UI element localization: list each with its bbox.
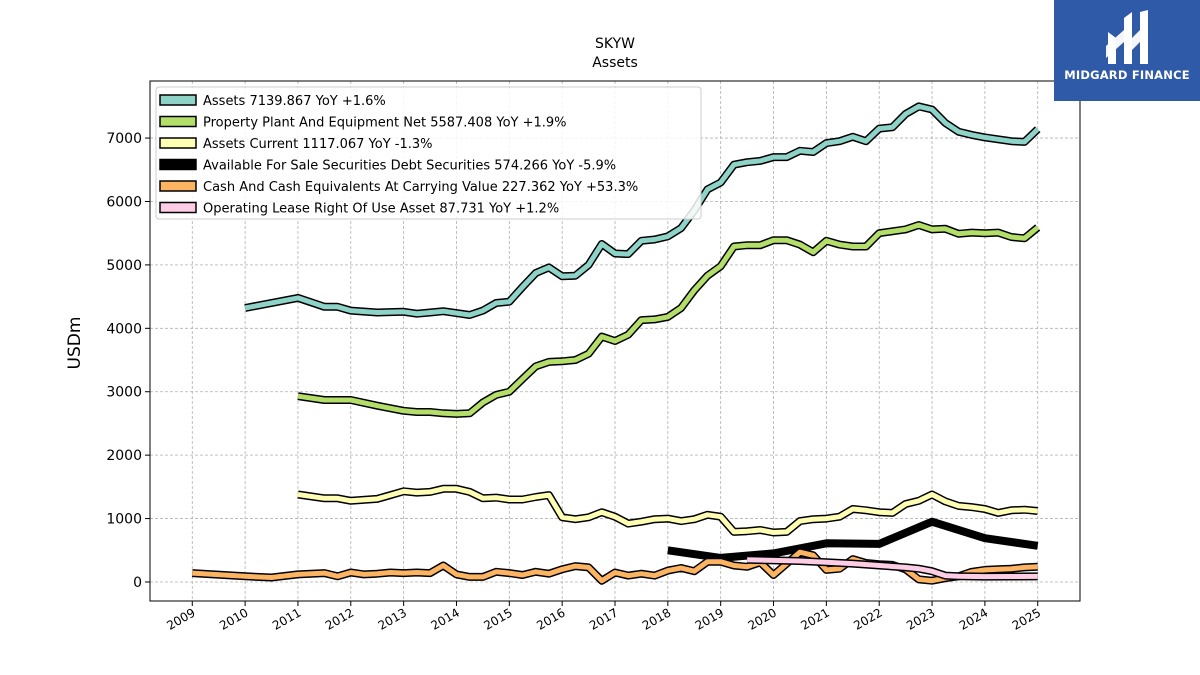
legend-swatch bbox=[159, 115, 197, 128]
x-tick-label: 2014 bbox=[429, 605, 462, 632]
y-tick-label: 1000 bbox=[106, 512, 142, 528]
x-tick-label: 2018 bbox=[640, 605, 673, 632]
legend-entry: Property Plant And Equipment Net 5587.40… bbox=[203, 116, 567, 131]
x-tick-label: 2022 bbox=[851, 605, 884, 632]
legend-swatch bbox=[159, 94, 197, 106]
y-tick-label: 5000 bbox=[106, 258, 142, 274]
y-tick-label: 3000 bbox=[106, 385, 142, 401]
legend-entry: Assets 7139.867 YoY +1.6% bbox=[203, 94, 386, 109]
x-tick-label: 2025 bbox=[1010, 605, 1043, 632]
x-axis: 2009 2010 2011 2012 2013 2014 2015 2016 2017 2018… bbox=[164, 601, 1043, 633]
legend-swatch bbox=[159, 180, 197, 192]
midgard-logo-icon bbox=[1106, 10, 1148, 64]
series-line bbox=[192, 549, 1038, 584]
legend-swatch bbox=[159, 201, 197, 214]
x-tick-label: 2010 bbox=[217, 605, 250, 632]
x-tick-label: 2020 bbox=[746, 605, 779, 632]
x-tick-label: 2013 bbox=[376, 605, 409, 632]
legend-swatch bbox=[159, 158, 197, 171]
x-tick-label: 2017 bbox=[587, 605, 620, 632]
x-tick-label: 2016 bbox=[534, 605, 567, 632]
legend-entry: Assets Current 1117.067 YoY -1.3% bbox=[203, 137, 433, 152]
x-tick-label: 2019 bbox=[693, 605, 726, 632]
y-tick-label: 7000 bbox=[106, 131, 142, 147]
midgard-finance-logo: MIDGARD FINANCE bbox=[1054, 0, 1200, 101]
y-axis-label: USDm bbox=[65, 317, 85, 370]
series-line bbox=[244, 103, 1040, 318]
series-layer bbox=[192, 102, 1041, 585]
y-tick-label: 6000 bbox=[106, 194, 142, 210]
legend-entry: Operating Lease Right Of Use Asset 87.73… bbox=[203, 202, 559, 217]
x-tick-label: 2024 bbox=[957, 605, 990, 632]
y-tick-label: 2000 bbox=[106, 448, 142, 464]
series-5 bbox=[747, 555, 1038, 581]
series-3 bbox=[667, 517, 1039, 562]
x-tick-label: 2011 bbox=[270, 605, 303, 632]
series-1 bbox=[297, 221, 1041, 418]
legend: Assets 7139.867 YoY +1.6% Property Plant … bbox=[155, 86, 702, 220]
legend-entry: Cash And Cash Equivalents At Carrying Va… bbox=[203, 180, 638, 195]
x-tick-label: 2009 bbox=[164, 605, 197, 632]
chart-subtitle: Assets bbox=[592, 55, 638, 71]
x-tick-label: 2023 bbox=[904, 605, 937, 632]
series-line bbox=[747, 557, 1038, 580]
series-0 bbox=[244, 102, 1041, 319]
legend-entry: Available For Sale Securities Debt Secur… bbox=[203, 159, 616, 174]
series-2 bbox=[297, 484, 1039, 537]
legend-box bbox=[155, 86, 702, 220]
x-tick-label: 2012 bbox=[323, 605, 356, 632]
series-line bbox=[297, 222, 1040, 417]
x-tick-label: 2015 bbox=[481, 605, 514, 632]
series-line bbox=[297, 486, 1038, 535]
series-line bbox=[667, 517, 1039, 562]
y-tick-label: 0 bbox=[133, 575, 142, 591]
x-tick-label: 2021 bbox=[798, 605, 831, 632]
y-axis: 0 1000 2000 3000 4000 5000 6000 7000 bbox=[106, 131, 150, 591]
series-4 bbox=[192, 548, 1038, 585]
legend-swatch bbox=[159, 137, 197, 149]
chart-title: SKYW bbox=[595, 36, 635, 52]
y-tick-label: 4000 bbox=[106, 321, 142, 337]
